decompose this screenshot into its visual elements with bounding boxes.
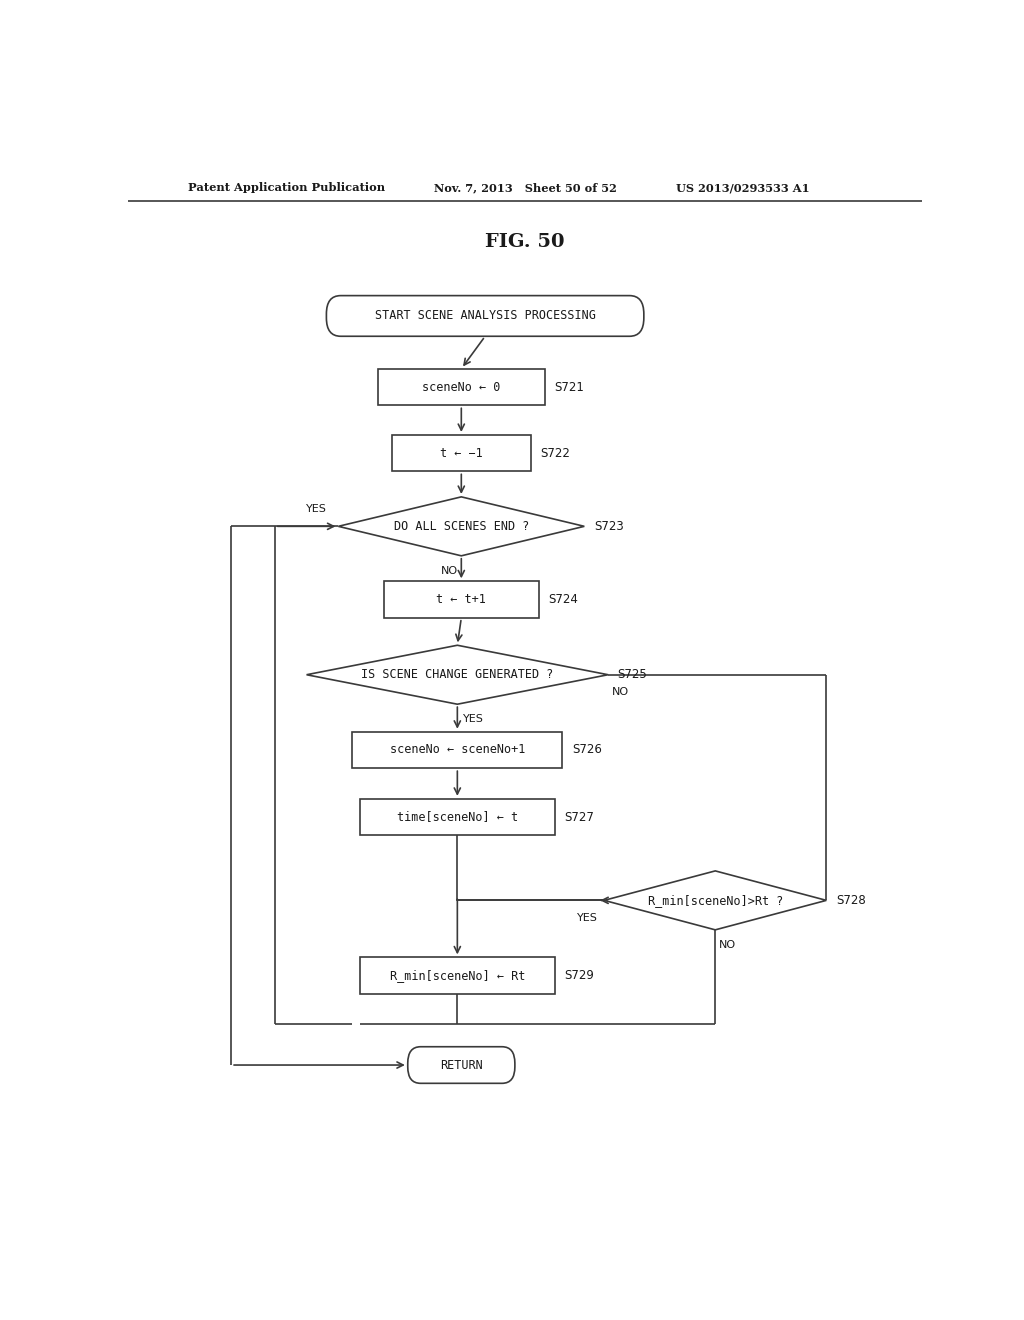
Text: S722: S722	[541, 446, 570, 459]
Bar	[378, 368, 545, 405]
Text: t ← t+1: t ← t+1	[436, 593, 486, 606]
Text: Patent Application Publication: Patent Application Publication	[187, 182, 385, 193]
Bar	[384, 581, 539, 618]
Polygon shape	[306, 645, 608, 704]
Bar	[360, 799, 555, 836]
Text: IS SCENE CHANGE GENERATED ?: IS SCENE CHANGE GENERATED ?	[361, 668, 554, 681]
Text: S724: S724	[548, 593, 579, 606]
Text: NO: NO	[441, 566, 458, 576]
Text: S729: S729	[564, 969, 594, 982]
Text: NO: NO	[612, 686, 629, 697]
Text: Nov. 7, 2013   Sheet 50 of 52: Nov. 7, 2013 Sheet 50 of 52	[433, 182, 616, 193]
Text: S728: S728	[836, 894, 865, 907]
FancyBboxPatch shape	[327, 296, 644, 337]
Text: DO ALL SCENES END ?: DO ALL SCENES END ?	[393, 520, 529, 533]
Text: S727: S727	[564, 810, 594, 824]
Text: NO: NO	[719, 940, 736, 950]
Text: sceneNo ← sceneNo+1: sceneNo ← sceneNo+1	[390, 743, 525, 756]
FancyBboxPatch shape	[408, 1047, 515, 1084]
Text: YES: YES	[577, 912, 598, 923]
Text: RETURN: RETURN	[440, 1059, 482, 1072]
Text: R_min[sceneNo]>Rt ?: R_min[sceneNo]>Rt ?	[647, 894, 783, 907]
Text: YES: YES	[305, 504, 327, 515]
Text: S723: S723	[594, 520, 624, 533]
Bar	[392, 434, 530, 471]
Text: S725: S725	[617, 668, 647, 681]
Bar	[352, 731, 562, 768]
Text: R_min[sceneNo] ← Rt: R_min[sceneNo] ← Rt	[390, 969, 525, 982]
Text: YES: YES	[463, 714, 483, 725]
Polygon shape	[338, 496, 585, 556]
Text: US 2013/0293533 A1: US 2013/0293533 A1	[676, 182, 809, 193]
Text: t ← −1: t ← −1	[440, 446, 482, 459]
Text: time[sceneNo] ← t: time[sceneNo] ← t	[396, 810, 518, 824]
Text: S721: S721	[554, 380, 584, 393]
Text: FIG. 50: FIG. 50	[485, 232, 564, 251]
Text: START SCENE ANALYSIS PROCESSING: START SCENE ANALYSIS PROCESSING	[375, 309, 596, 322]
Bar	[360, 957, 555, 994]
Polygon shape	[604, 871, 826, 929]
Text: S726: S726	[572, 743, 602, 756]
Text: sceneNo ← 0: sceneNo ← 0	[422, 380, 501, 393]
